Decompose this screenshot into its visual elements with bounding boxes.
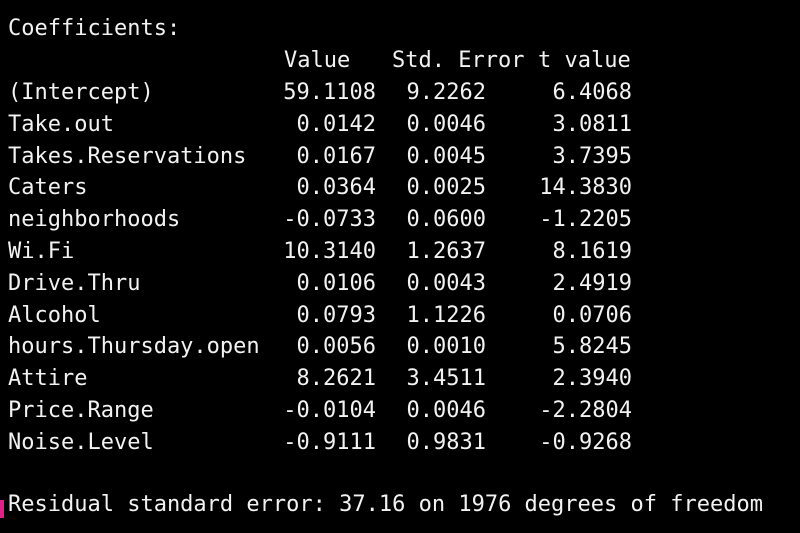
coefficient-name: Price.Range (8, 398, 154, 423)
coefficient-name: (Intercept) (8, 80, 154, 105)
coefficient-std-error: 0.0043 (406, 270, 486, 296)
coefficient-name: hours.Thursday.open (8, 334, 260, 360)
coefficient-std-error: 0.0025 (406, 175, 486, 201)
coefficient-value: 0.0142 (296, 111, 376, 137)
coefficient-std-error: 0.0045 (406, 143, 486, 169)
coefficient-std-error: 0.0046 (406, 398, 486, 423)
coefficient-value: 8.2621 (296, 366, 376, 392)
coefficient-name: Wi.Fi (8, 239, 75, 264)
coefficient-name: Take.out (8, 111, 114, 137)
table-row: Attire 8.2621 3.4511 2.3940 (8, 364, 788, 394)
coefficient-std-error: 0.9831 (406, 429, 486, 455)
table-row: neighborhoods -0.0733 0.0600 -1.2205 (8, 205, 788, 235)
coefficient-name: Takes.Reservations (8, 143, 247, 169)
coefficients-heading: Coefficients: (8, 16, 181, 41)
table-row: Price.Range -0.0104 0.0046 -2.2804 (8, 396, 788, 426)
coefficient-t-value: 5.8245 (552, 334, 632, 360)
coefficient-value: 0.0106 (296, 270, 376, 296)
table-row: Caters 0.0364 0.0025 14.3830 (8, 173, 788, 203)
coefficient-t-value: 2.4919 (552, 270, 632, 296)
coefficient-std-error: 1.1226 (406, 302, 486, 328)
coefficient-std-error: 9.2262 (406, 80, 486, 105)
coefficient-value: 59.1108 (283, 80, 376, 105)
column-header-row: Value Std. Error t value (8, 46, 788, 76)
column-header-value: Value (284, 48, 351, 73)
column-header-std-error: Std. Error (392, 48, 525, 73)
table-row: Take.out 0.0142 0.0046 3.0811 (8, 110, 788, 140)
coefficient-name: neighborhoods (8, 207, 181, 233)
coefficient-value: 0.0167 (296, 143, 376, 169)
table-row: Noise.Level -0.9111 0.9831 -0.9268 (8, 428, 788, 458)
coefficient-value: -0.0104 (283, 398, 376, 423)
table-row: Alcohol 0.0793 1.1226 0.0706 (8, 301, 788, 331)
coefficient-std-error: 0.0046 (406, 111, 486, 137)
coefficient-t-value: 0.0706 (552, 302, 632, 328)
prompt-cursor (0, 500, 4, 518)
column-header-t-value: t value (538, 48, 631, 73)
table-row: (Intercept) 59.1108 9.2262 6.4068 (8, 78, 788, 108)
coefficient-t-value: 3.0811 (552, 111, 632, 137)
coefficient-value: -0.9111 (283, 429, 376, 455)
coefficient-name: Alcohol (8, 302, 101, 328)
table-row: hours.Thursday.open 0.0056 0.0010 5.8245 (8, 332, 788, 362)
coefficient-t-value: 3.7395 (552, 143, 632, 169)
coefficient-value: 0.0056 (296, 334, 376, 360)
coefficient-std-error: 0.0600 (406, 207, 486, 233)
coefficient-std-error: 3.4511 (406, 366, 486, 392)
coefficient-value: 0.0793 (296, 302, 376, 328)
coefficient-value: 0.0364 (296, 175, 376, 201)
coefficient-name: Attire (8, 366, 88, 392)
coefficient-name: Drive.Thru (8, 270, 141, 296)
table-row: Drive.Thru 0.0106 0.0043 2.4919 (8, 269, 788, 299)
coefficient-std-error: 1.2637 (406, 239, 486, 264)
coefficient-t-value: -0.9268 (539, 429, 632, 455)
coefficient-t-value: 6.4068 (552, 80, 632, 105)
coefficient-t-value: 8.1619 (552, 239, 632, 264)
table-row: Wi.Fi 10.3140 1.2637 8.1619 (8, 237, 788, 267)
coefficient-t-value: -1.2205 (539, 207, 632, 233)
coefficient-value: -0.0733 (283, 207, 376, 233)
coefficient-name: Noise.Level (8, 429, 154, 455)
residual-footer: Residual standard error: 37.16 on 1976 d… (8, 492, 763, 517)
coefficient-t-value: -2.2804 (539, 398, 632, 423)
coefficient-std-error: 0.0010 (406, 334, 486, 360)
coefficient-name: Caters (8, 175, 88, 201)
coefficient-value: 10.3140 (283, 239, 376, 264)
table-row: Takes.Reservations 0.0167 0.0045 3.7395 (8, 142, 788, 172)
coefficient-t-value: 14.3830 (539, 175, 632, 201)
coefficient-t-value: 2.3940 (552, 366, 632, 392)
